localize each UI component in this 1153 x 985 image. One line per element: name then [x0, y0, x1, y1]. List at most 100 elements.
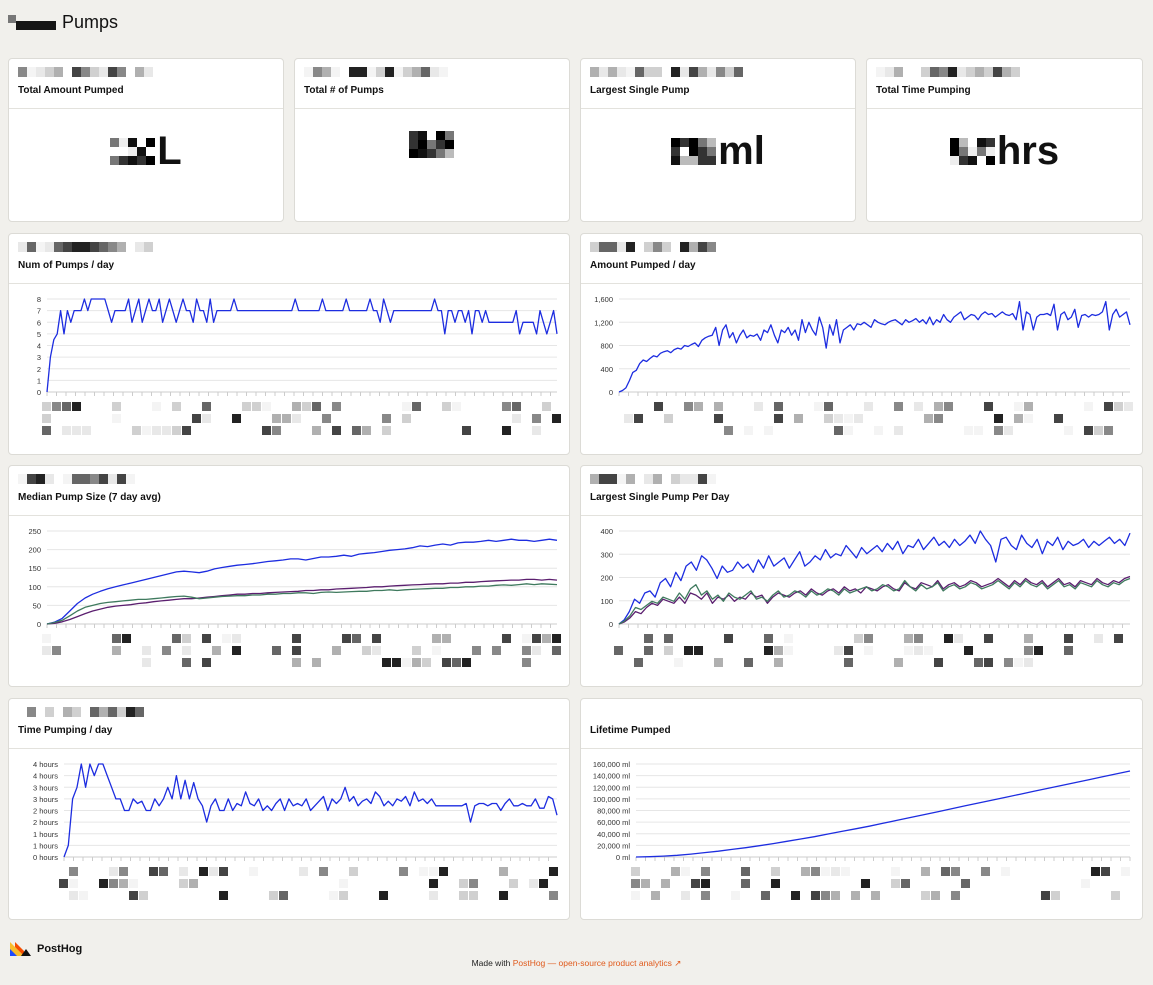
redacted-x-label: [1111, 891, 1120, 900]
mosaic-cell: [439, 67, 448, 77]
redacted-text: [18, 242, 153, 252]
chart-card-median-pump[interactable]: Median Pump Size (7 day avg) 0 50 100 150 20…: [8, 465, 570, 687]
mosaic-cell: [608, 67, 617, 77]
mosaic-cell: [599, 67, 608, 77]
redacted-value: [110, 137, 156, 165]
redacted-x-label: [764, 426, 773, 435]
redacted-x-label: [1084, 426, 1093, 435]
redacted-x-label: [499, 879, 508, 888]
mosaic-cell: [90, 242, 99, 252]
redacted-x-label: [701, 891, 710, 900]
stat-card-largest-pump[interactable]: Largest Single Pump ml: [580, 58, 856, 222]
redacted-x-label: [259, 867, 268, 876]
redacted-x-label: [552, 634, 561, 643]
stat-card-total-amount[interactable]: Total Amount Pumped L: [8, 58, 284, 222]
redacted-x-label: [142, 646, 151, 655]
y-tick-label: 80,000 ml: [597, 807, 630, 816]
redacted-x-label: [522, 658, 531, 667]
redacted-x-label: [429, 879, 438, 888]
mosaic-cell: [698, 67, 707, 77]
redacted-x-label: [82, 646, 91, 655]
redacted-x-label: [761, 879, 770, 888]
redacted-x-label: [1064, 646, 1073, 655]
mosaic-cell: [707, 137, 717, 147]
line-chart: 0 100 200 300 400: [600, 527, 1133, 667]
redacted-x-label: [704, 426, 713, 435]
mosaic-cell: [993, 67, 1002, 77]
redacted-x-label: [502, 402, 511, 411]
redacted-x-label: [532, 634, 541, 643]
card-title: Largest Single Pump Per Day: [590, 492, 730, 503]
y-tick-label: 250: [28, 527, 41, 536]
mosaic-cell: [975, 67, 984, 77]
redacted-x-label: [272, 646, 281, 655]
redacted-x-label: [312, 658, 321, 667]
redacted-x-label: [791, 891, 800, 900]
redacted-x-label: [459, 891, 468, 900]
redacted-x-label: [894, 658, 903, 667]
redacted-x-label: [502, 426, 511, 435]
redacted-x-label: [232, 414, 241, 423]
redacted-x-label: [532, 646, 541, 655]
mosaic-cell: [599, 242, 608, 252]
redacted-x-label: [964, 646, 973, 655]
chart-card-num-pumps[interactable]: Num of Pumps / day 0 1 2 3 4 5 6 7 8: [8, 233, 570, 455]
redacted-x-label: [731, 879, 740, 888]
mosaic-cell: [426, 149, 436, 158]
posthog-link[interactable]: PostHog — open-source product analytics …: [513, 958, 682, 968]
mosaic-cell: [54, 707, 63, 717]
redacted-x-label: [924, 634, 933, 643]
redacted-x-label: [409, 867, 418, 876]
redacted-x-label: [392, 414, 401, 423]
redacted-x-label: [162, 646, 171, 655]
mosaic-cell: [45, 707, 54, 717]
redacted-x-label: [634, 658, 643, 667]
mosaic-cell: [72, 67, 81, 77]
redacted-x-label: [641, 879, 650, 888]
redacted-x-label: [1124, 402, 1133, 411]
chart-card-amount-pumped[interactable]: Amount Pumped / day 0 400 800 1,200 1,600: [580, 233, 1143, 455]
posthog-logo[interactable]: PostHog: [10, 942, 82, 956]
redacted-x-label: [881, 891, 890, 900]
redacted-x-label: [182, 634, 191, 643]
redacted-x-label: [272, 414, 281, 423]
mosaic-cell: [331, 67, 340, 77]
mosaic-cell: [698, 242, 707, 252]
redacted-x-label: [714, 414, 723, 423]
mosaic-cell: [590, 474, 599, 484]
mosaic-cell: [90, 474, 99, 484]
y-tick-label: 400: [600, 527, 613, 536]
chart-card-largest-per-day[interactable]: Largest Single Pump Per Day 0 100 200 300 40…: [580, 465, 1143, 687]
stat-card-total-pumps[interactable]: Total # of Pumps: [294, 58, 570, 222]
mosaic-cell: [27, 67, 36, 77]
redacted-x-label: [894, 414, 903, 423]
mosaic-cell: [608, 242, 617, 252]
redacted-x-label: [654, 634, 663, 643]
chart-card-lifetime[interactable]: Lifetime Pumped 0 ml 20,000 ml 40,000 ml 60…: [580, 698, 1143, 920]
redacted-x-label: [1084, 402, 1093, 411]
redacted-x-label: [209, 867, 218, 876]
series-line: [63, 763, 558, 858]
redacted-x-label: [442, 402, 451, 411]
redacted-x-label: [382, 414, 391, 423]
redacted-x-label: [771, 879, 780, 888]
redacted-x-label: [754, 402, 763, 411]
mosaic-cell: [72, 707, 81, 717]
mosaic-cell: [126, 474, 135, 484]
y-tick-label: 0 ml: [616, 853, 631, 862]
redacted-x-label: [402, 402, 411, 411]
redacted-x-label: [874, 426, 883, 435]
redacted-x-label: [764, 646, 773, 655]
y-tick-label: 20,000 ml: [597, 841, 630, 850]
made-with-label: Made with: [471, 958, 511, 968]
redacted-x-label: [459, 879, 468, 888]
redacted-x-label: [774, 402, 783, 411]
stat-card-total-time[interactable]: Total Time Pumping hrs: [866, 58, 1143, 222]
redacted-x-label: [914, 402, 923, 411]
mosaic-cell: [340, 67, 349, 77]
y-tick-label: 1,600: [594, 295, 613, 304]
chart-card-time-pumping[interactable]: Time Pumping / day 0 hours 1 hours 1 hours…: [8, 698, 570, 920]
redacted-x-label: [272, 426, 281, 435]
redacted-x-label: [212, 646, 221, 655]
redacted-x-label: [162, 426, 171, 435]
